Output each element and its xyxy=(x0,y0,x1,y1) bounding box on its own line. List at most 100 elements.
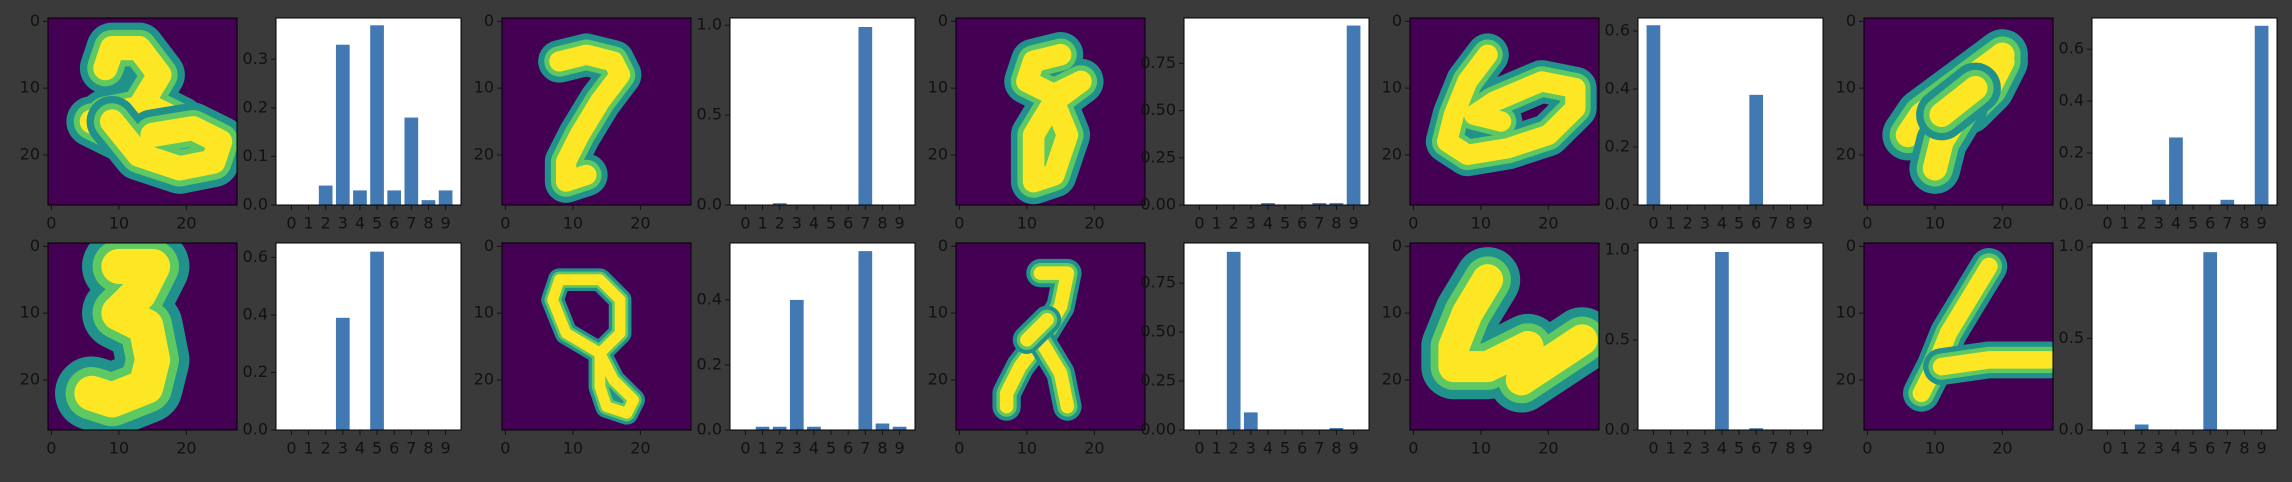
x-tick-label: 8 xyxy=(423,214,433,233)
plot-frame xyxy=(1637,17,1824,206)
x-tick-label: 3 xyxy=(2154,214,2164,233)
y-tick-label: 20 xyxy=(928,369,948,388)
y-tick-label: 0.2 xyxy=(697,354,722,373)
digit-image-4 xyxy=(951,17,1146,210)
y-tick-label: 0.2 xyxy=(243,362,268,381)
x-tick-label: 10 xyxy=(1017,214,1037,233)
digit-strokes xyxy=(66,22,237,194)
bar-2 xyxy=(772,426,787,430)
bar-4 xyxy=(353,190,367,205)
bar-1 xyxy=(755,426,770,430)
y-tick-label: 20 xyxy=(1836,369,1856,388)
image-frame xyxy=(955,17,1146,206)
y-tick-label: 10 xyxy=(474,303,494,322)
y-tick-label: 0.75 xyxy=(1140,273,1176,292)
y-tick-label: 0.2 xyxy=(1605,137,1630,156)
x-tick-label: 9 xyxy=(894,439,904,458)
bar-7 xyxy=(858,251,873,430)
x-tick-label: 7 xyxy=(1768,214,1778,233)
y-tick-label: 0 xyxy=(938,236,948,255)
x-tick-label: 0 xyxy=(2102,439,2112,458)
bar-8 xyxy=(875,423,890,430)
x-tick-label: 10 xyxy=(1471,439,1491,458)
y-tick-label: 0 xyxy=(1846,236,1856,255)
bar-chart-3 xyxy=(725,17,916,210)
plot-area xyxy=(276,243,461,430)
image-frame xyxy=(1863,17,2054,206)
x-tick-label: 2 xyxy=(1229,214,1239,233)
bar-chart-7 xyxy=(1633,17,1824,210)
x-tick-label: 20 xyxy=(1992,439,2012,458)
digit-stroke-2-2 xyxy=(1020,313,1054,347)
digit-strokes xyxy=(55,243,190,430)
bar-4 xyxy=(1715,251,1729,430)
y-tick-label: 20 xyxy=(928,144,948,163)
x-tick-label: 2 xyxy=(775,214,785,233)
x-tick-label: 1 xyxy=(1211,439,1221,458)
y-tick-label: 0.25 xyxy=(1140,371,1176,390)
image-frame xyxy=(1863,242,2054,431)
x-tick-label: 5 xyxy=(1280,439,1290,458)
bar-chart-5 xyxy=(1179,17,1370,210)
digit-image-0 xyxy=(43,17,238,210)
bar-5 xyxy=(370,251,384,430)
bar-2 xyxy=(772,203,787,205)
y-tick-label: 20 xyxy=(1382,144,1402,163)
x-tick-label: 7 xyxy=(1314,439,1324,458)
image-frame xyxy=(1409,17,1600,206)
y-tick-label: 0.0 xyxy=(243,420,268,439)
y-tick-label: 0.6 xyxy=(243,247,268,266)
x-tick-label: 3 xyxy=(338,439,348,458)
plot-area xyxy=(1184,243,1369,430)
y-tick-label: 0.2 xyxy=(2059,143,2084,162)
x-tick-label: 20 xyxy=(630,439,650,458)
y-tick-label: 0.00 xyxy=(1140,195,1176,214)
plot-area xyxy=(276,18,461,205)
x-tick-label: 4 xyxy=(809,439,819,458)
y-tick-label: 20 xyxy=(20,369,40,388)
bar-3 xyxy=(2151,199,2166,205)
x-tick-label: 1 xyxy=(1665,439,1675,458)
x-tick-label: 2 xyxy=(2137,439,2147,458)
digit-stroke-1-2 xyxy=(1932,351,2053,376)
y-tick-label: 20 xyxy=(1382,369,1402,388)
bar-chart-13 xyxy=(725,242,916,435)
x-tick-label: 1 xyxy=(303,439,313,458)
x-tick-label: 6 xyxy=(843,214,853,233)
x-tick-label: 10 xyxy=(1925,439,1945,458)
bar-7 xyxy=(404,117,419,205)
bar-6 xyxy=(1749,94,1764,205)
y-tick-label: 0.0 xyxy=(2059,195,2084,214)
x-tick-label: 20 xyxy=(1084,214,1104,233)
y-tick-label: 0.1 xyxy=(243,146,268,165)
digit-stroke-1-2 xyxy=(1033,333,1075,414)
x-tick-label: 8 xyxy=(1331,439,1341,458)
x-tick-label: 6 xyxy=(1751,439,1761,458)
x-tick-label: 6 xyxy=(2205,439,2215,458)
bar-4 xyxy=(2169,137,2183,205)
x-tick-label: 0 xyxy=(286,214,296,233)
x-tick-label: 3 xyxy=(338,214,348,233)
digit-image-14 xyxy=(951,242,1146,435)
y-tick-label: 0.0 xyxy=(697,420,722,439)
x-tick-label: 0 xyxy=(1194,214,1204,233)
bar-6 xyxy=(387,190,402,205)
digit-stroke-0-2 xyxy=(549,44,631,192)
x-tick-label: 20 xyxy=(630,214,650,233)
x-tick-label: 0 xyxy=(1194,439,1204,458)
digit-strokes xyxy=(1882,29,2028,194)
x-tick-label: 6 xyxy=(1297,214,1307,233)
x-tick-label: 5 xyxy=(826,214,836,233)
y-tick-label: 20 xyxy=(474,144,494,163)
x-tick-label: 0 xyxy=(1862,439,1872,458)
y-tick-label: 10 xyxy=(1836,303,1856,322)
x-tick-label: 0 xyxy=(1648,214,1658,233)
digit-strokes xyxy=(541,268,645,425)
x-tick-label: 4 xyxy=(1263,214,1273,233)
plot-area xyxy=(1638,243,1823,430)
x-tick-label: 7 xyxy=(406,439,416,458)
x-tick-label: 5 xyxy=(1734,439,1744,458)
x-tick-label: 8 xyxy=(877,439,887,458)
y-tick-label: 0.0 xyxy=(1605,420,1630,439)
